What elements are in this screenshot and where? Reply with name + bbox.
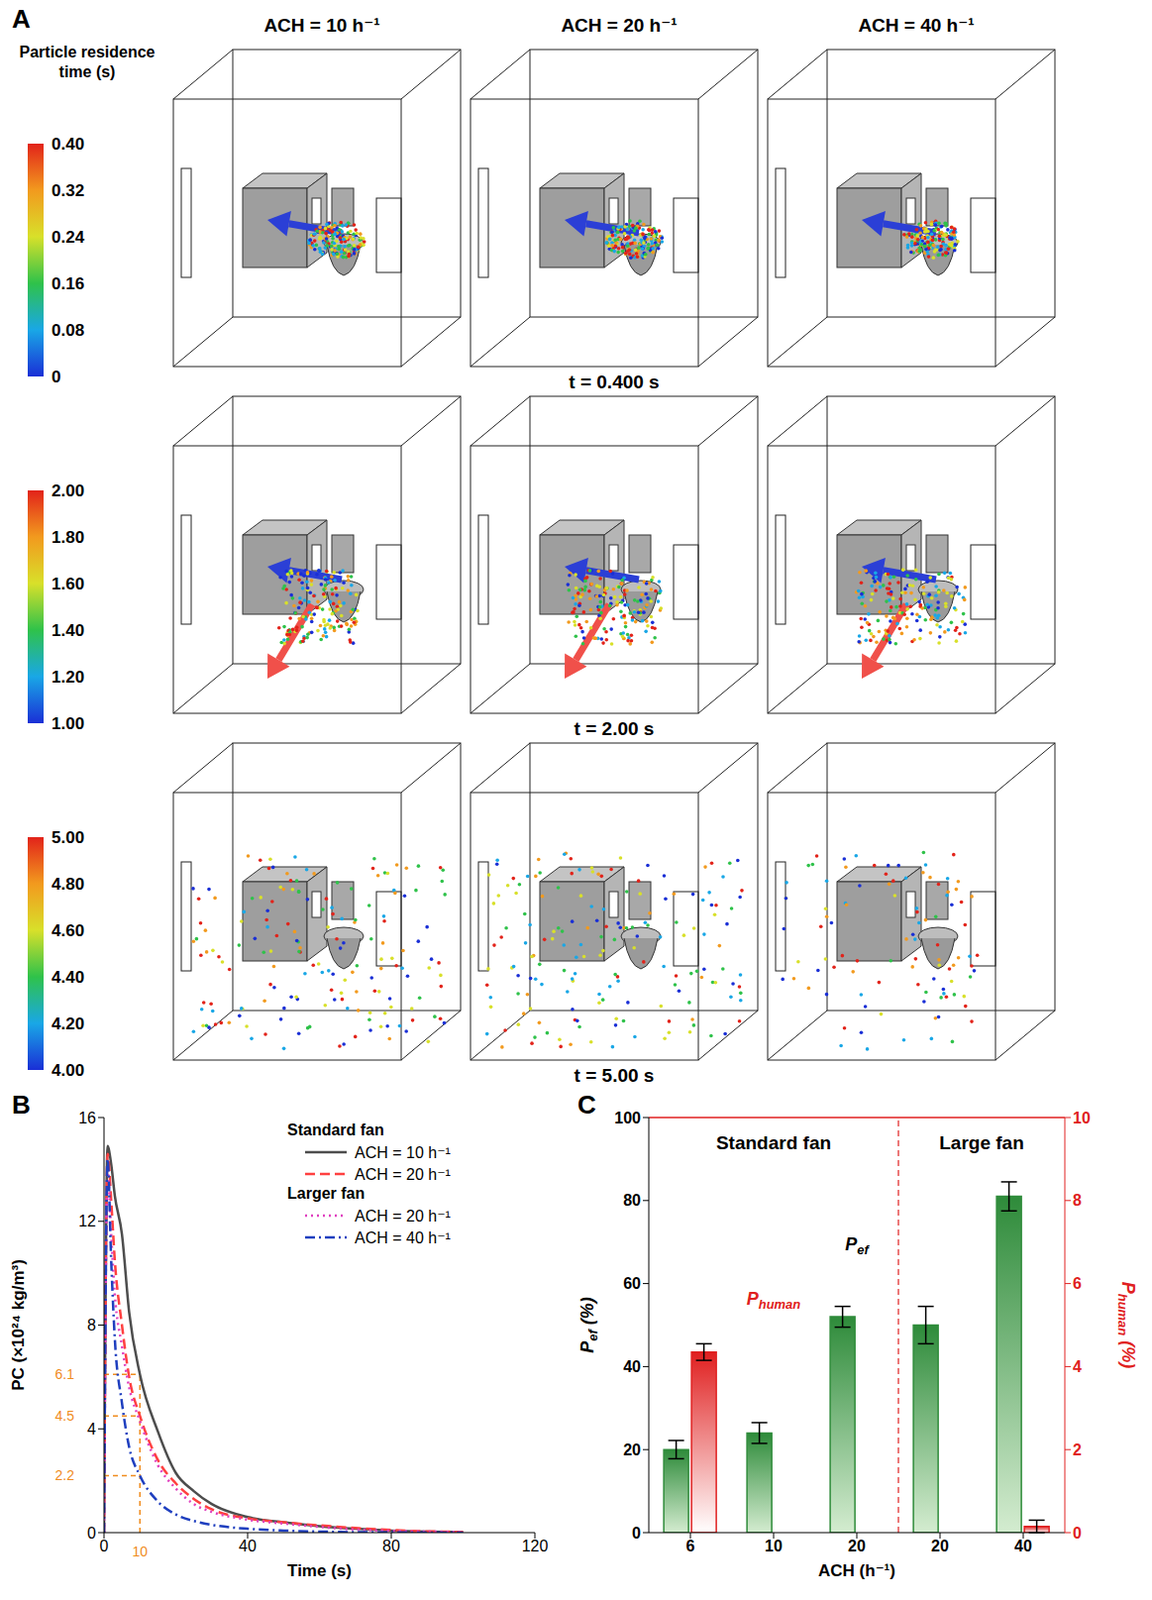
svg-text:0: 0	[51, 367, 61, 387]
html-text:C: C	[577, 1089, 597, 1120]
html-text:ACH = 10 h⁻¹: ACH = 10 h⁻¹	[354, 1143, 451, 1161]
svg-text:0: 0	[631, 1524, 641, 1542]
svg-text:0.08: 0.08	[51, 320, 85, 340]
svg-text:1.40: 1.40	[51, 621, 85, 640]
svg-text:80: 80	[623, 1191, 641, 1209]
svg-text:12: 12	[78, 1212, 97, 1230]
svg-text:time (s): time (s)	[59, 63, 116, 81]
svg-text:ACH (h⁻¹): ACH (h⁻¹)	[818, 1561, 896, 1580]
svg-text:5.00: 5.00	[51, 828, 85, 847]
svg-text:0.24: 0.24	[51, 227, 86, 247]
svg-text:16: 16	[78, 1109, 97, 1127]
svg-text:1.60: 1.60	[51, 574, 85, 594]
svg-text:t = 0.400 s: t = 0.400 s	[568, 371, 659, 393]
svg-text:8: 8	[1072, 1191, 1082, 1209]
svg-text:Time (s): Time (s)	[287, 1561, 352, 1580]
html-text:ACH = 40 h⁻¹: ACH = 40 h⁻¹	[354, 1228, 451, 1246]
svg-text:Pef: Pef	[844, 1234, 870, 1257]
svg-text:Particle residence: Particle residence	[19, 43, 156, 61]
svg-text:2: 2	[1072, 1441, 1082, 1459]
svg-text:Pef (%): Pef (%)	[577, 1296, 601, 1354]
svg-text:Phuman: Phuman	[746, 1288, 802, 1312]
svg-text:6: 6	[1072, 1274, 1082, 1292]
svg-text:PC (×10²⁴ kg/m³): PC (×10²⁴ kg/m³)	[8, 1258, 28, 1391]
svg-text:40: 40	[238, 1537, 257, 1555]
svg-text:10: 10	[1072, 1109, 1091, 1127]
svg-text:1.20: 1.20	[51, 667, 85, 687]
html-text:Standard fan: Standard fan	[287, 1121, 385, 1139]
svg-text:Phuman (%): Phuman (%)	[1115, 1281, 1139, 1368]
svg-text:4: 4	[87, 1420, 97, 1438]
svg-text:60: 60	[623, 1274, 641, 1292]
svg-text:4.60: 4.60	[51, 921, 85, 941]
svg-text:4.20: 4.20	[51, 1014, 85, 1034]
html-text:Larger fan: Larger fan	[287, 1184, 365, 1202]
svg-text:A: A	[11, 3, 31, 34]
svg-text:40: 40	[1014, 1537, 1033, 1555]
svg-text:0.32: 0.32	[51, 181, 85, 201]
svg-text:t = 2.00 s: t = 2.00 s	[574, 718, 655, 739]
svg-text:10: 10	[764, 1537, 783, 1555]
svg-text:0: 0	[100, 1537, 109, 1555]
svg-text:8: 8	[87, 1316, 97, 1334]
html-text:ACH = 20 h⁻¹: ACH = 20 h⁻¹	[354, 1165, 451, 1183]
svg-text:120: 120	[522, 1537, 549, 1555]
svg-text:20: 20	[623, 1441, 641, 1459]
svg-text:0: 0	[1072, 1524, 1082, 1542]
svg-text:1.80: 1.80	[51, 527, 85, 547]
svg-text:4.40: 4.40	[51, 967, 85, 987]
svg-text:4.00: 4.00	[51, 1060, 85, 1080]
svg-text:4.80: 4.80	[51, 874, 85, 894]
html-text:B: B	[11, 1089, 31, 1120]
svg-text:Large fan: Large fan	[939, 1132, 1025, 1153]
svg-text:20: 20	[931, 1537, 949, 1555]
svg-text:4: 4	[1072, 1358, 1082, 1375]
html-text:ACH = 20 h⁻¹: ACH = 20 h⁻¹	[354, 1206, 451, 1224]
svg-text:20: 20	[847, 1537, 866, 1555]
svg-text:0.16: 0.16	[51, 274, 85, 294]
svg-text:6.1: 6.1	[55, 1365, 76, 1382]
svg-text:0: 0	[87, 1524, 97, 1542]
svg-text:40: 40	[623, 1358, 641, 1375]
svg-text:80: 80	[382, 1537, 401, 1555]
svg-text:100: 100	[614, 1109, 641, 1127]
svg-text:1.00: 1.00	[51, 714, 85, 734]
svg-text:6: 6	[686, 1537, 696, 1555]
svg-text:ACH = 40 h⁻¹: ACH = 40 h⁻¹	[857, 14, 974, 36]
svg-text:ACH = 10 h⁻¹: ACH = 10 h⁻¹	[263, 14, 380, 36]
svg-text:2.2: 2.2	[55, 1466, 76, 1483]
svg-text:ACH = 20 h⁻¹: ACH = 20 h⁻¹	[560, 14, 677, 36]
svg-text:2.00: 2.00	[51, 481, 85, 501]
svg-text:Standard fan: Standard fan	[716, 1132, 832, 1153]
svg-text:0.40: 0.40	[51, 134, 85, 154]
svg-text:t = 5.00 s: t = 5.00 s	[574, 1064, 655, 1086]
svg-text:4.5: 4.5	[55, 1407, 76, 1424]
svg-text:10: 10	[131, 1543, 148, 1560]
